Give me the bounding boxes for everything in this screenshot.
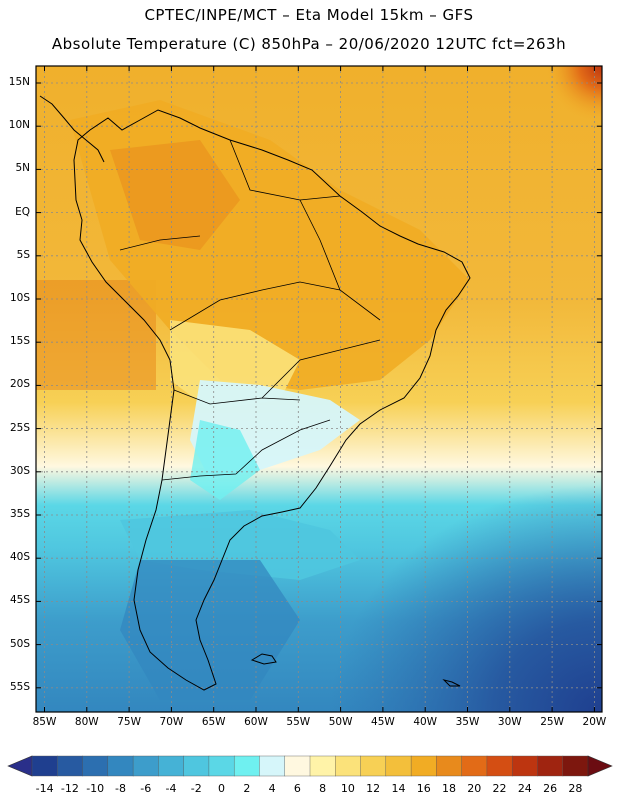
colorbar-cell	[335, 755, 362, 777]
central-america-coastline	[39, 95, 105, 163]
colorbar-cell	[284, 755, 311, 777]
colorbar-label: 26	[543, 782, 558, 795]
colorbar-label: 18	[442, 782, 456, 795]
lat-label: 10S	[9, 292, 30, 304]
colorbar-label: -10	[86, 782, 105, 795]
colorbar-cell	[31, 755, 58, 777]
lon-label: 80W	[74, 716, 99, 728]
lon-label: 40W	[413, 716, 438, 728]
lon-label: 55W	[286, 716, 311, 728]
lat-label: 5N	[15, 162, 30, 175]
colorbar-cell	[233, 755, 260, 777]
colorbar-label: -12	[60, 782, 79, 795]
colorbar-cell	[82, 755, 109, 777]
south-america-coastline	[73, 109, 471, 691]
colorbar-label: -14	[35, 782, 54, 795]
colorbar-label: 14	[391, 782, 406, 795]
colorbar-label: 16	[416, 782, 431, 795]
lat-label: 30S	[9, 464, 30, 477]
lon-label: 50W	[328, 716, 353, 728]
colorbar-label: 6	[293, 782, 301, 795]
lat-label: 15S	[9, 335, 30, 348]
colorbar-high-arrow	[587, 755, 613, 777]
lon-label: 60W	[244, 716, 268, 728]
map-title-line1: CPTEC/INPE/MCT – Eta Model 15km – GFS	[144, 6, 474, 24]
colorbar-label: -6	[140, 782, 152, 795]
colorbar-cell	[385, 755, 412, 777]
colorbar-label: 4	[268, 782, 276, 795]
colorbar-cell	[360, 755, 387, 777]
lat-label: 10N	[8, 119, 30, 132]
colorbar-label: 8	[319, 782, 327, 795]
colorbar-label: -2	[190, 782, 202, 795]
colorbar-label: 22	[492, 782, 507, 795]
lat-label: 45S	[9, 594, 30, 607]
field-southeast-cold	[300, 460, 602, 712]
lat-label: 25S	[9, 421, 30, 434]
colorbar	[7, 755, 613, 777]
lon-label: 35W	[455, 716, 480, 728]
colorbar-label: 2	[243, 782, 251, 795]
south-georgia-coastline	[442, 679, 461, 687]
colorbar-cell	[461, 755, 488, 777]
lon-label: 85W	[32, 716, 57, 728]
field-pacific-warm	[36, 280, 156, 390]
falklands-coastline	[250, 653, 277, 665]
colorbar-label: 24	[517, 782, 532, 795]
lon-label: 70W	[159, 716, 184, 728]
colorbar-label: -4	[165, 782, 177, 795]
lat-label: 20S	[9, 378, 30, 391]
plot-frame	[35, 65, 603, 713]
colorbar-cell	[183, 755, 210, 777]
lon-label: 75W	[117, 716, 141, 728]
colorbar-cell	[208, 755, 235, 777]
lon-label: 25W	[540, 716, 564, 728]
colorbar-cell	[132, 755, 159, 777]
colorbar-cell	[158, 755, 185, 777]
colorbar-label: 20	[467, 782, 482, 795]
graticule	[36, 66, 602, 712]
colorbar-cell	[436, 755, 463, 777]
field-northeast-warm	[440, 66, 602, 226]
lon-label: 20W	[582, 716, 607, 728]
lon-label: 45W	[371, 716, 395, 728]
axis-ticks	[36, 66, 602, 712]
country-borders	[119, 139, 381, 481]
colorbar-cell	[410, 755, 437, 777]
colorbar-cell	[259, 755, 286, 777]
lat-label: 55S	[9, 680, 30, 693]
colorbar-cell	[537, 755, 564, 777]
colorbar-cell	[486, 755, 513, 777]
colorbar-cell	[107, 755, 134, 777]
colorbar-label: 0	[218, 782, 226, 795]
lon-label: 65W	[201, 716, 226, 728]
colorbar-label: 10	[340, 782, 355, 795]
colorbar-label: -8	[114, 782, 126, 795]
lat-label: EQ	[15, 205, 30, 218]
lat-label: 15N	[8, 76, 30, 88]
colorbar-label: 12	[366, 782, 381, 795]
map-title-line2: Absolute Temperature (C) 850hPa – 20/06/…	[51, 35, 567, 53]
lon-label: 30W	[497, 716, 522, 728]
colorbar-cell	[309, 755, 336, 777]
field-continent-north-hot	[110, 140, 240, 250]
lat-label: 50S	[9, 637, 30, 650]
lat-label: 5S	[16, 248, 30, 261]
colorbar-low-arrow	[7, 755, 33, 777]
field-cold-tongue-core	[190, 420, 260, 500]
colorbar-cell	[57, 755, 84, 777]
lat-label: 35S	[9, 508, 30, 520]
coastlines	[39, 95, 471, 691]
colorbar-cell	[562, 755, 589, 777]
lat-label: 40S	[9, 551, 30, 564]
colorbar-cell	[511, 755, 538, 777]
colorbar-label: 28	[568, 782, 583, 795]
